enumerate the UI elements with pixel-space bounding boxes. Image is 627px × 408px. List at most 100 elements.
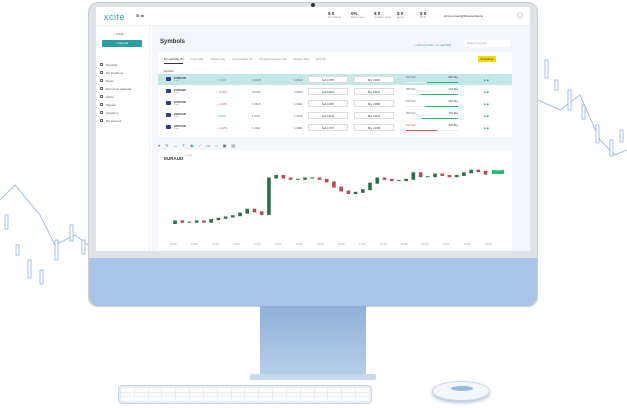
key	[121, 388, 134, 392]
magnet-icon[interactable]: ○	[215, 143, 218, 148]
user-email[interactable]: kristyn.roses@fintecsolutions	[444, 14, 483, 18]
row-actions[interactable]: ■ ◆	[484, 102, 489, 106]
buy-button[interactable]: Buy 1.0868	[354, 100, 394, 107]
table-row[interactable]: EURAUD Forex ↑ 0.12% 1.6128 1.6612 Sell …	[158, 74, 512, 85]
high: 1.9272	[294, 114, 303, 118]
symbols-table: My watchlist (5) Forex (66) Indices (14) Co…	[158, 52, 512, 137]
tab[interactable]: My watchlist (5)	[164, 57, 184, 64]
high: 0.8554	[294, 90, 303, 94]
flag-icon	[166, 101, 171, 105]
candle	[281, 174, 286, 179]
menu-icon	[100, 79, 103, 82]
monitor-chin	[89, 258, 537, 306]
low: 1.2641	[252, 126, 261, 130]
sidebar-item[interactable]: My account	[100, 119, 121, 123]
sidebar-item[interactable]: Signals	[100, 103, 116, 107]
x-tick: 16:00	[317, 242, 324, 246]
lock-icon[interactable]: ▣	[222, 143, 227, 148]
pencil-icon[interactable]: ✎	[165, 143, 169, 148]
symbol-type: Forex	[174, 92, 180, 94]
monitor-stand	[260, 306, 366, 378]
key	[259, 392, 273, 397]
buy-button[interactable]: Buy 1.6261	[354, 76, 394, 83]
sidebar-item[interactable]: Academy	[100, 111, 119, 115]
tab[interactable]: Commodities (7)	[231, 57, 253, 61]
tab[interactable]: Indices (14)	[210, 57, 225, 61]
row-actions[interactable]: ■ ◆	[484, 78, 489, 82]
avatar[interactable]	[517, 12, 523, 18]
candle	[469, 169, 473, 174]
menu-icon	[100, 87, 103, 90]
table-row[interactable]: EURGBP Forex ↓ -0.18% 0.8456 0.8554 Sell…	[158, 86, 512, 97]
x-tick: 19:30	[464, 242, 471, 246]
crosshair-icon[interactable]: ⌖	[158, 143, 161, 148]
candle	[353, 191, 358, 195]
sell-button[interactable]: Sell 0.8504	[308, 88, 348, 95]
key	[328, 392, 342, 397]
key	[134, 388, 148, 392]
low: 1.9071	[252, 114, 261, 118]
buy-button[interactable]: Buy 1.9134	[354, 112, 394, 119]
ruler-icon[interactable]: ▭	[206, 143, 211, 148]
text-icon[interactable]: T	[182, 143, 186, 148]
price-chart[interactable]: EURAUD ↑ 0.12% 12:30 13:00 13:30 14:00 14:30…	[158, 150, 512, 250]
candle	[483, 171, 488, 175]
deposit-button[interactable]: + Deposit	[102, 40, 142, 47]
sidebar: ‹ Trade + Deposit Symbols My Positions New…	[96, 26, 150, 251]
cursor-icon[interactable]: ◉	[190, 143, 194, 148]
brush-icon[interactable]: ⟋	[198, 143, 202, 148]
search-input[interactable]: Search symbol	[464, 40, 510, 47]
tab[interactable]: Forex (66)	[190, 57, 204, 61]
candle	[397, 180, 401, 182]
settings-button[interactable]: ⚙ Settings	[478, 56, 496, 62]
stat-label: Available equity	[374, 16, 392, 19]
sell-button[interactable]: Sell 1.2707	[308, 124, 348, 131]
candle	[433, 173, 437, 178]
x-tick: 20:00	[485, 242, 492, 246]
candle	[426, 176, 430, 178]
key	[356, 397, 369, 401]
chart-change: ↑ 0.12%	[184, 155, 192, 157]
symbol-type: Forex	[174, 116, 180, 118]
trade-link[interactable]: ‹ Trade	[114, 32, 124, 36]
sidebar-item[interactable]: My Positions	[100, 71, 123, 75]
chart-toolbar: ⌖ ✎ — T ◉ ⟋ ▭ ○ ▣ ▤	[158, 143, 235, 148]
grid-icon[interactable]: ⊞ ⇆	[136, 13, 144, 18]
x-tick: 14:00	[233, 242, 240, 246]
logo: xcite	[104, 12, 126, 22]
add-watchlist-link[interactable]: + Add symbols - to watchlist	[414, 43, 452, 47]
x-tick: 14:30	[254, 242, 261, 246]
key	[259, 388, 273, 392]
key	[286, 397, 300, 401]
line-icon[interactable]: —	[173, 143, 178, 148]
candle	[361, 189, 365, 193]
sidebar-item-label: Signals	[106, 103, 116, 107]
sidebar-item[interactable]: News	[100, 79, 114, 83]
sidebar-item[interactable]: Alerts	[100, 95, 114, 99]
sidebar-item-label: Symbols	[106, 63, 118, 67]
row-actions[interactable]: ■ ◆	[484, 90, 489, 94]
tab[interactable]: ETF (6)	[316, 57, 326, 61]
buy-button[interactable]: Buy 0.8511	[354, 88, 394, 95]
candle	[223, 216, 228, 219]
candle	[252, 208, 257, 213]
table-row[interactable]: GBPUSD Forex ↓ -0.22% 1.2641 1.2802 Sell…	[158, 122, 512, 133]
menu-icon	[100, 103, 103, 106]
sell-button[interactable]: Sell 1.0867	[308, 100, 348, 107]
tab[interactable]: Stocks (160)	[293, 57, 310, 61]
low: 1.6128	[252, 78, 261, 82]
row-actions[interactable]: ■ ◆	[484, 126, 489, 130]
sell-button[interactable]: Sell 1.6255	[308, 76, 348, 83]
sidebar-item[interactable]: Economic calendar	[100, 87, 132, 91]
row-actions[interactable]: ■ ◆	[484, 114, 489, 118]
key	[273, 392, 286, 397]
buy-button[interactable]: Buy 1.2708	[354, 124, 394, 131]
tab[interactable]: Cryptocurrencies (10)	[259, 57, 287, 61]
sidebar-item[interactable]: Symbols	[100, 63, 118, 67]
table-row[interactable]: EURUSD Forex ↓ -0.03% 1.0815 1.0942 Sell…	[158, 98, 512, 109]
trash-icon[interactable]: ▤	[231, 143, 236, 148]
sell-button[interactable]: Sell 1.9122	[308, 112, 348, 119]
key	[217, 392, 231, 397]
candle	[454, 174, 459, 178]
table-row[interactable]: GBPAUD Forex ↑ 0.06% 1.9071 1.9272 Sell …	[158, 110, 512, 121]
